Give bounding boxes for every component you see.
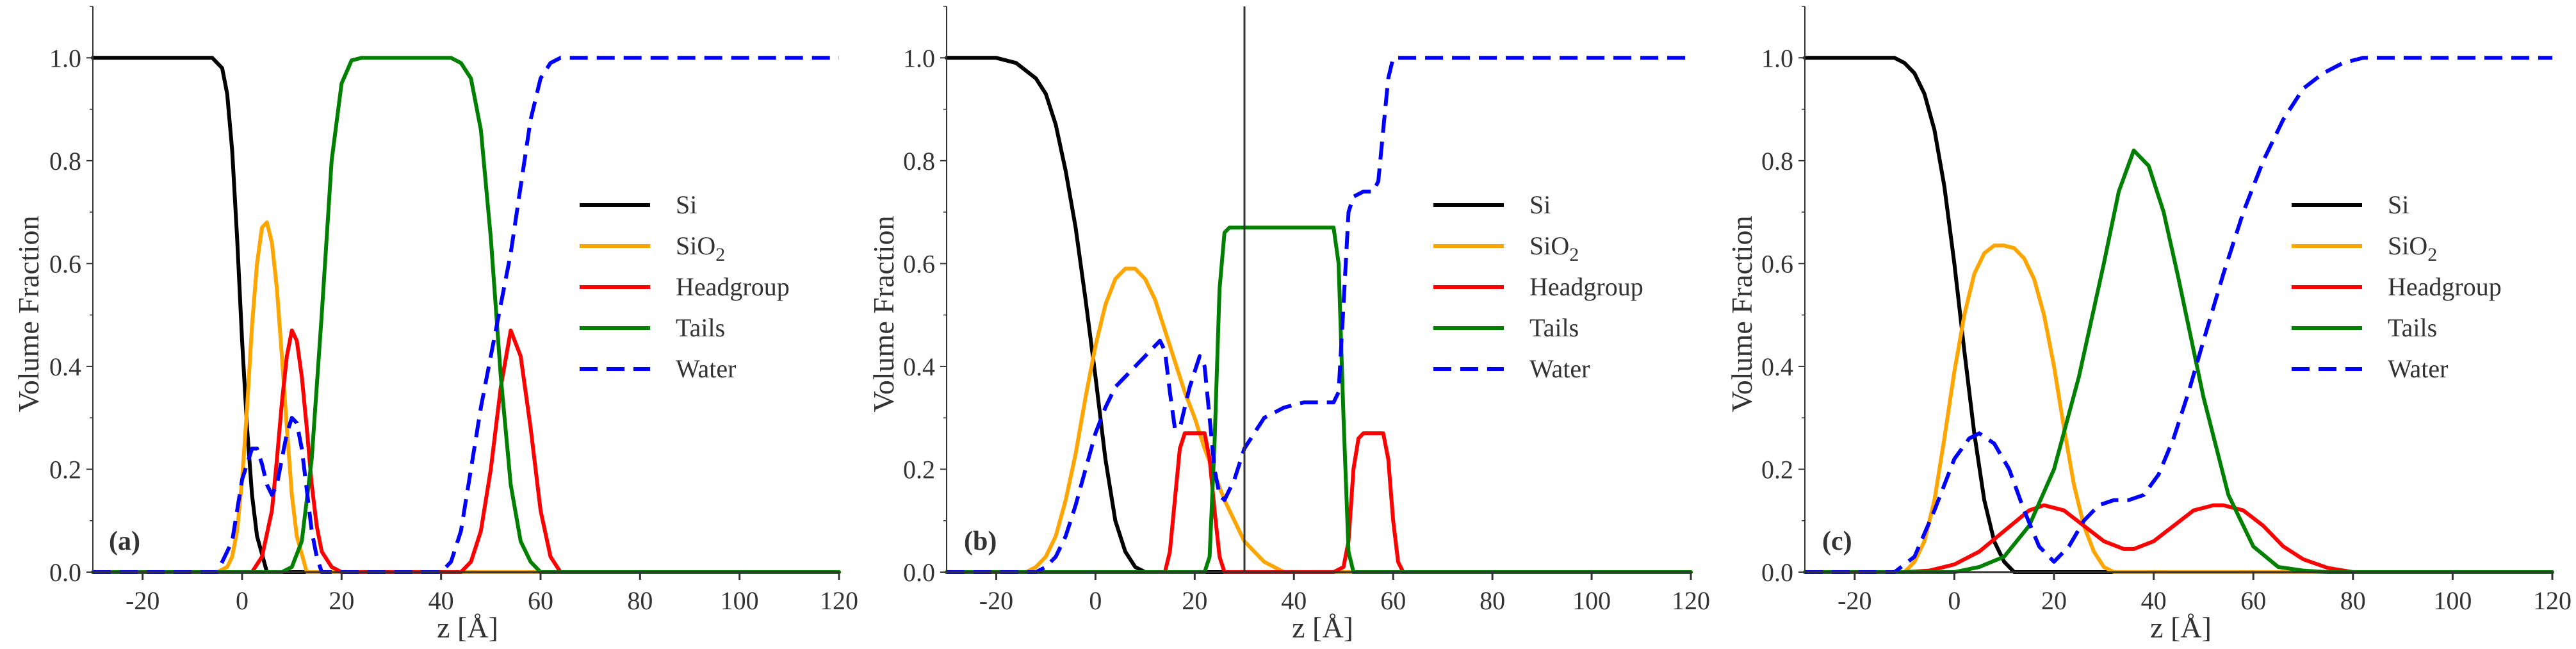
x-tick-label: 20 [329, 586, 354, 615]
y-tick-label: 0.2 [1761, 455, 1793, 484]
x-tick-label: 80 [1480, 586, 1505, 615]
series-layer-b [945, 56, 1693, 574]
series-line-tails [91, 56, 841, 574]
legend-label-headgroup: Headgroup [676, 272, 790, 301]
y-tick-label: 0.0 [1761, 558, 1793, 587]
y-tick-label: 1.0 [49, 44, 81, 72]
legend-label-water: Water [1529, 354, 1590, 383]
series-line-tails [1803, 148, 2554, 574]
y-tick-label: 0.8 [49, 147, 81, 176]
y-tick-label: 1.0 [903, 44, 935, 72]
series-layer-a [91, 56, 841, 574]
series-line-sio2 [945, 267, 1693, 574]
y-tick-label: 1.0 [1761, 44, 1793, 72]
y-tick-label: 0.6 [903, 249, 935, 278]
y-tick-label: 0.4 [49, 352, 81, 381]
series-line-si [945, 56, 1693, 574]
panel-label-c: (c) [1822, 527, 1852, 556]
y-tick-label: 0.0 [49, 558, 81, 587]
panel-label-b: (b) [964, 527, 997, 556]
y-tick-label: 0.2 [903, 455, 935, 484]
y-tick-label: 0.8 [1761, 147, 1793, 176]
y-tick-label: 0.4 [1761, 352, 1793, 381]
legend-b: Si SiO2 Headgroup Tails Water [1433, 190, 1643, 383]
legend-label-sio2: SiO2 [676, 231, 725, 265]
x-tick-label: 40 [2141, 586, 2167, 615]
series-line-tails [945, 226, 1693, 574]
x-tick-label: 120 [1672, 586, 1710, 615]
legend-label-sio2: SiO2 [2388, 231, 2437, 265]
x-tick-label: 40 [1281, 586, 1307, 615]
x-tick-label: 60 [528, 586, 553, 615]
legend-label-headgroup: Headgroup [1529, 272, 1643, 301]
x-tick-label: 20 [1182, 586, 1207, 615]
series-line-headgroup [1803, 503, 2554, 574]
panel-a: -20 0 20 40 60 80 100 120 0.0 0.2 0.4 0.6 0.8 1.0 z [… [12, 6, 858, 644]
axes-b: -20 0 20 40 60 80 100 120 0.0 0.2 0.4 0.6 0.8 1.0 [903, 6, 1710, 615]
x-tick-label: 0 [236, 586, 249, 615]
x-tick-label: -20 [979, 586, 1013, 615]
series-line-water [1805, 56, 2552, 574]
legend-a: Si SiO2 Headgroup Tails Water [580, 190, 790, 383]
x-axis-title-a: z [Å] [437, 611, 498, 644]
legend-label-headgroup: Headgroup [2388, 272, 2502, 301]
legend-label-sio2: SiO2 [1529, 231, 1579, 265]
legend-label-si: Si [1529, 190, 1551, 219]
x-tick-label: 100 [721, 586, 759, 615]
x-axis-title-c: z [Å] [2150, 611, 2212, 644]
y-axis-title-c: Volume Fraction [1725, 215, 1758, 412]
series-line-sio2 [91, 220, 841, 574]
series-line-water [93, 56, 839, 574]
axes-a: -20 0 20 40 60 80 100 120 0.0 0.2 0.4 0.6 0.8 1.0 [49, 6, 858, 615]
x-tick-label: 20 [2041, 586, 2067, 615]
series-line-si [91, 56, 841, 574]
legend-label-si: Si [2388, 190, 2409, 219]
x-tick-label: 60 [2240, 586, 2266, 615]
y-tick-label: 0.4 [903, 352, 935, 381]
x-tick-label: -20 [1838, 586, 1871, 615]
series-line-headgroup [91, 328, 841, 574]
series-line-water [947, 56, 1691, 574]
x-tick-label: 60 [1380, 586, 1406, 615]
y-tick-label: 0.6 [49, 249, 81, 278]
x-tick-label: -20 [126, 586, 159, 615]
x-tick-label: 0 [1089, 586, 1102, 615]
series-line-si [1803, 56, 2554, 574]
legend-label-tails: Tails [676, 313, 725, 342]
y-tick-label: 0.8 [903, 147, 935, 176]
y-axis-title-a: Volume Fraction [12, 215, 45, 412]
axes-c: -20 0 20 40 60 80 100 120 0.0 0.2 0.4 0.6 0.8 1.0 [1761, 6, 2572, 615]
legend-label-si: Si [676, 190, 697, 219]
legend-label-water: Water [676, 354, 737, 383]
legend-label-tails: Tails [1529, 313, 1579, 342]
legend-label-tails: Tails [2388, 313, 2437, 342]
x-tick-label: 100 [2433, 586, 2472, 615]
x-tick-label: 40 [428, 586, 454, 615]
x-tick-label: 0 [1948, 586, 1961, 615]
x-tick-label: 120 [820, 586, 858, 615]
legend-label-water: Water [2388, 354, 2449, 383]
legend-c: Si SiO2 Headgroup Tails Water [2292, 190, 2502, 383]
x-tick-label: 100 [1572, 586, 1611, 615]
series-layer-c [1803, 56, 2554, 574]
panel-label-a: (a) [109, 527, 140, 556]
panel-c: -20 0 20 40 60 80 100 120 0.0 0.2 0.4 0.6 0.8 1.0 z [… [1725, 6, 2572, 644]
y-tick-label: 0.0 [903, 558, 935, 587]
panel-b: -20 0 20 40 60 80 100 120 0.0 0.2 0.4 0.6 0.8 1.0 z [… [867, 6, 1710, 644]
x-tick-label: 120 [2533, 586, 2572, 615]
x-axis-title-b: z [Å] [1292, 611, 1353, 644]
series-line-sio2 [1803, 243, 2554, 574]
y-tick-label: 0.2 [49, 455, 81, 484]
y-axis-title-b: Volume Fraction [867, 215, 900, 412]
x-tick-label: 80 [2340, 586, 2366, 615]
y-tick-label: 0.6 [1761, 249, 1793, 278]
x-tick-label: 80 [627, 586, 653, 615]
